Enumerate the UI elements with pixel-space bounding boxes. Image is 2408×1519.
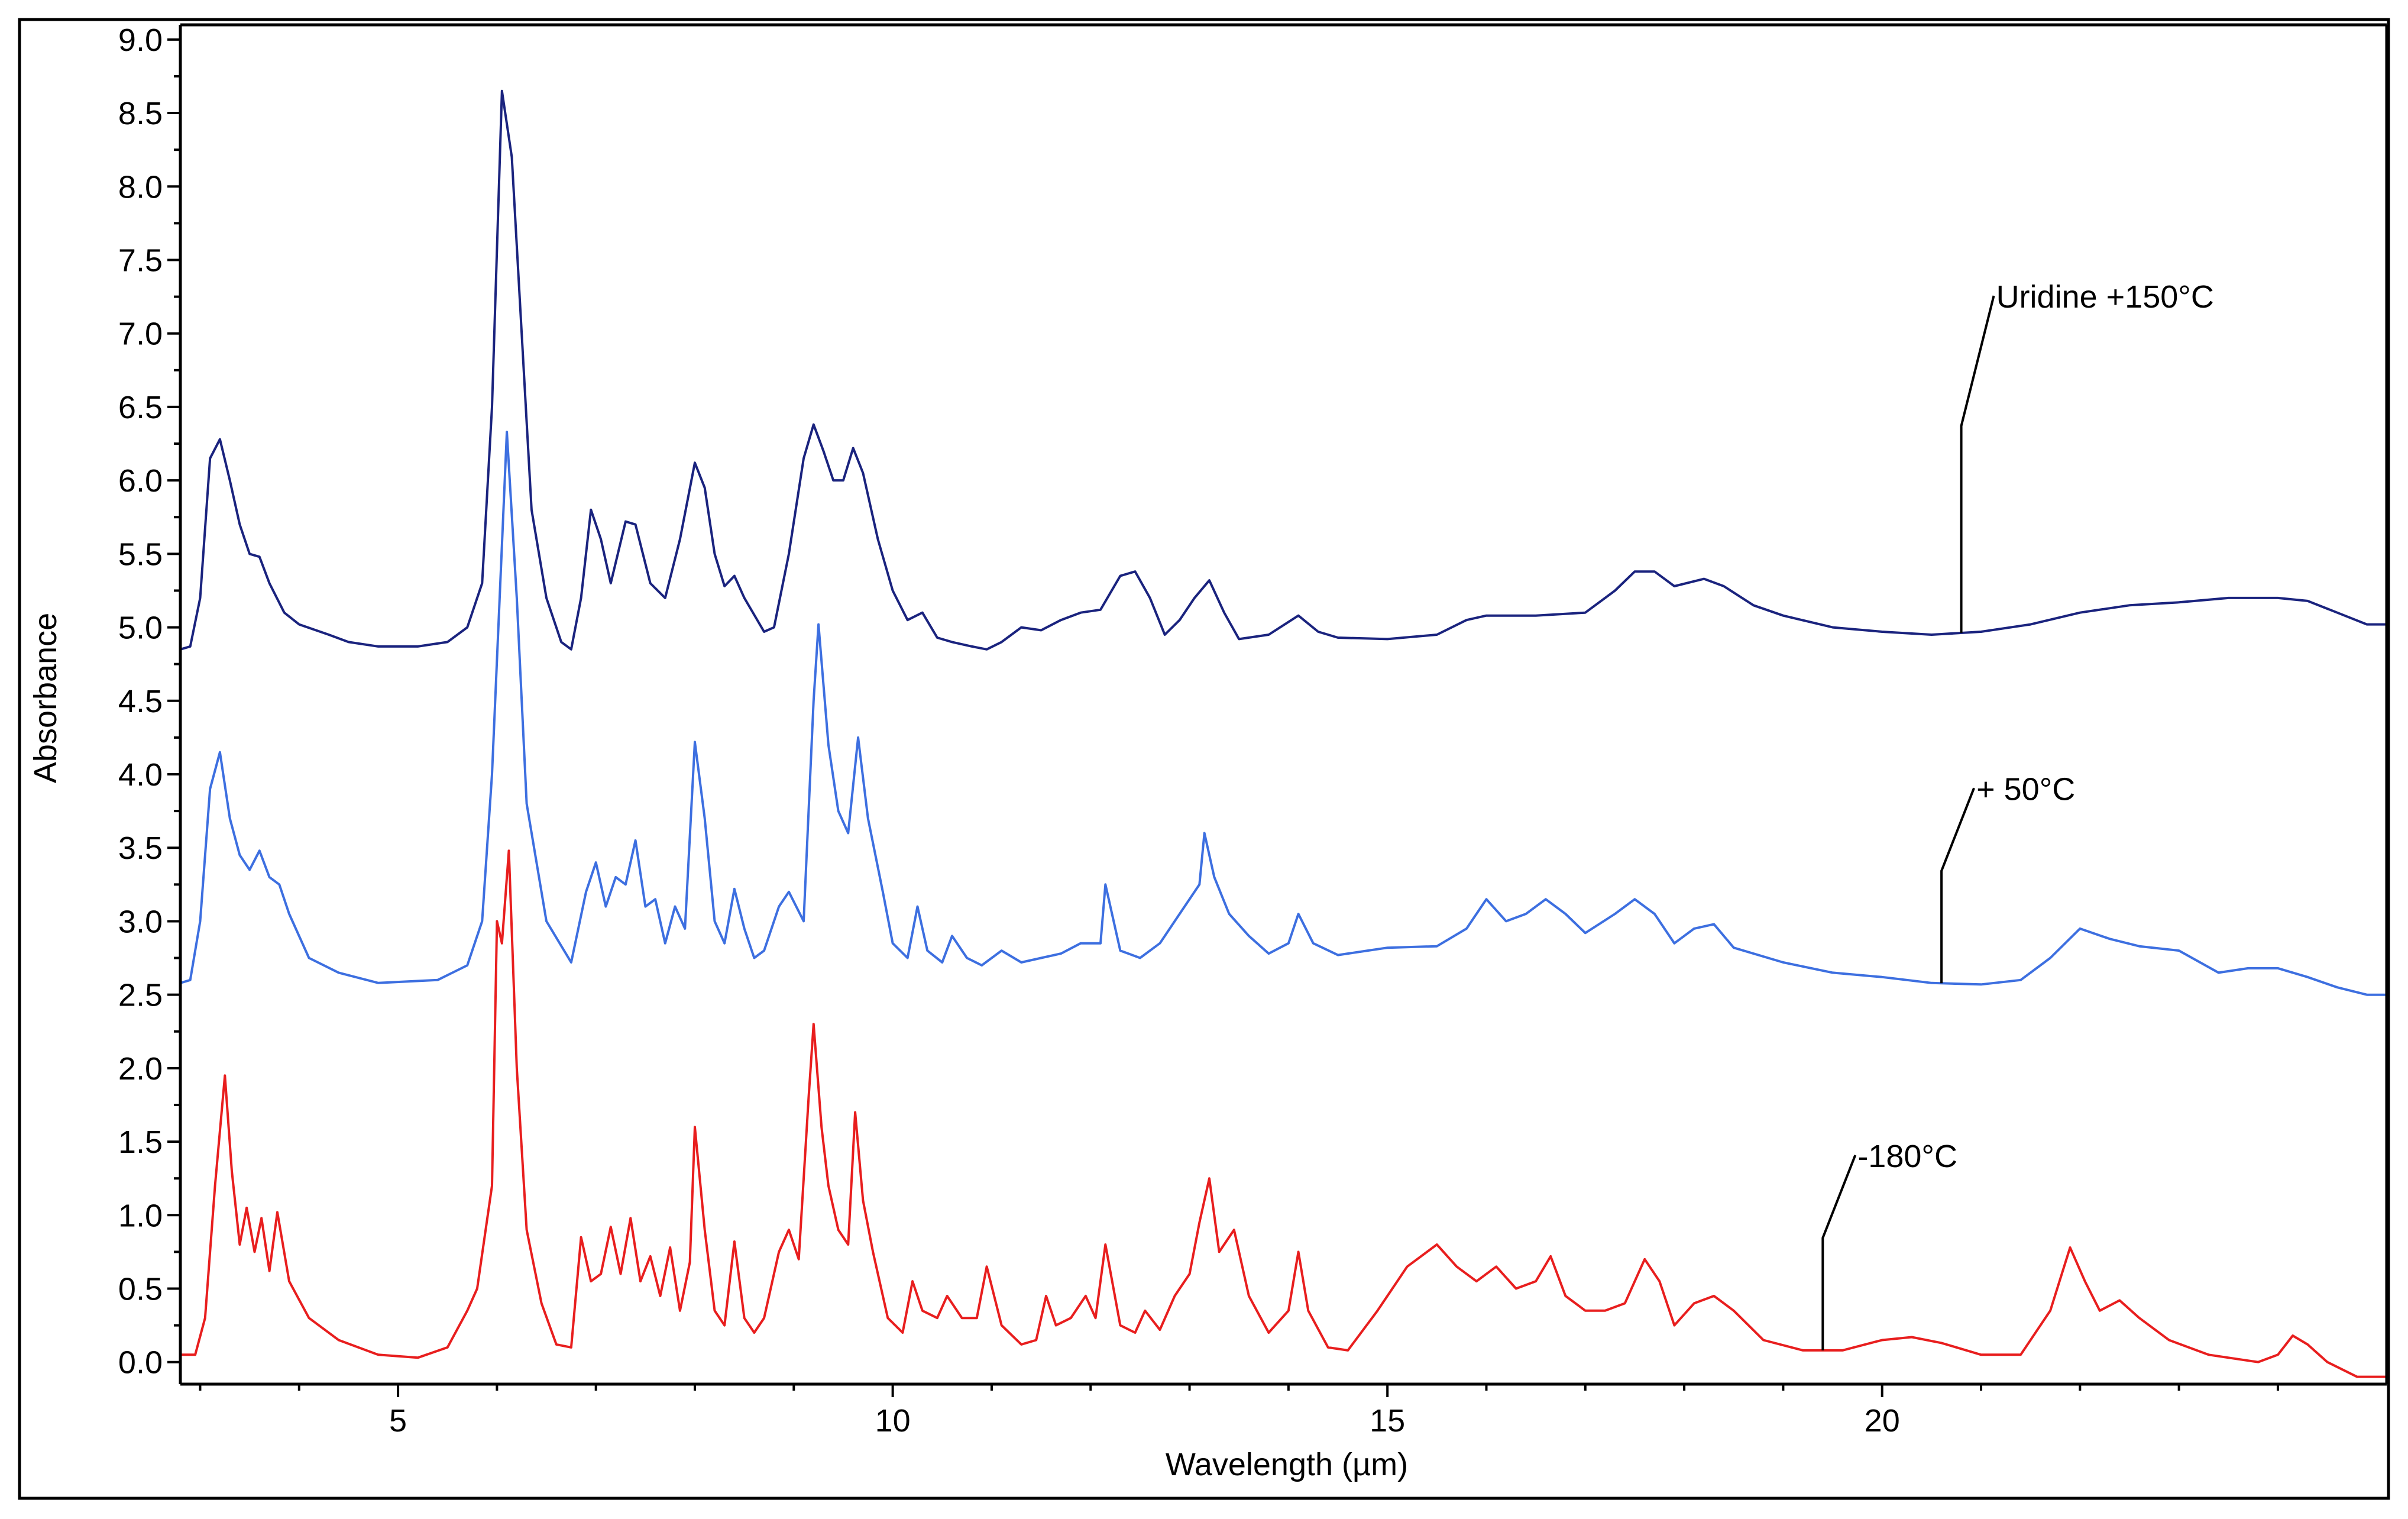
x-axis-ticks: 5 10 15 20 — [199, 1384, 2279, 1439]
annotation-layer: Uridine +150°C + 50°C -180°C — [1821, 279, 2214, 1350]
y-tick-label: 1.0 — [118, 1198, 163, 1233]
y-tick-label: 7.0 — [118, 316, 163, 352]
x-tick-label: 10 — [875, 1403, 911, 1439]
y-tick-label: 9.0 — [118, 22, 163, 58]
y-tick-label: 0.0 — [118, 1345, 163, 1381]
y-tick-label: 0.5 — [118, 1272, 163, 1307]
series-line-0 — [180, 89, 2387, 651]
y-tick-label: 8.0 — [118, 169, 163, 205]
annotation-label: + 50°C — [1976, 771, 2075, 807]
y-tick-label: 3.5 — [118, 830, 163, 866]
y-tick-label: 8.5 — [118, 96, 163, 131]
annotation-leader-line — [1821, 1155, 1857, 1350]
x-tick-label: 5 — [389, 1403, 407, 1439]
annotation-leader-line — [1960, 295, 1995, 634]
y-tick-label: 6.5 — [118, 390, 163, 425]
x-tick-label: 15 — [1370, 1403, 1405, 1439]
y-tick-label: 6.0 — [118, 463, 163, 499]
y-axis-ticks: 0.0 0.5 1.0 1.5 2.0 2.5 3.0 3.5 4.0 4.5 5.0 5.5 6.0 6… — [118, 22, 180, 1381]
annotation-leader-line — [1940, 787, 1975, 984]
y-tick-label: 5.0 — [118, 610, 163, 646]
y-tick-label: 4.0 — [118, 757, 163, 793]
y-tick-label: 7.5 — [118, 243, 163, 278]
outer-frame — [18, 18, 2390, 1500]
plot-area: 0.0 0.5 1.0 1.5 2.0 2.5 3.0 3.5 4.0 4.5 5.0 5.5 6.0 6… — [118, 22, 2388, 1439]
annotation-label: Uridine +150°C — [1996, 279, 2214, 315]
y-axis-title: Absorbance — [28, 613, 63, 783]
annotation-label: -180°C — [1857, 1139, 1957, 1174]
series-line-1 — [180, 431, 2387, 996]
y-tick-label: 2.0 — [118, 1051, 163, 1087]
x-axis-title: Wavelength (µm) — [1166, 1447, 1408, 1482]
series-line-2 — [180, 849, 2387, 1378]
y-tick-label: 5.5 — [118, 537, 163, 572]
y-tick-label: 2.5 — [118, 978, 163, 1013]
series-layer — [180, 89, 2387, 1378]
y-tick-label: 3.0 — [118, 904, 163, 939]
y-tick-label: 1.5 — [118, 1124, 163, 1160]
x-tick-label: 20 — [1865, 1403, 1900, 1439]
y-tick-label: 4.5 — [118, 684, 163, 719]
